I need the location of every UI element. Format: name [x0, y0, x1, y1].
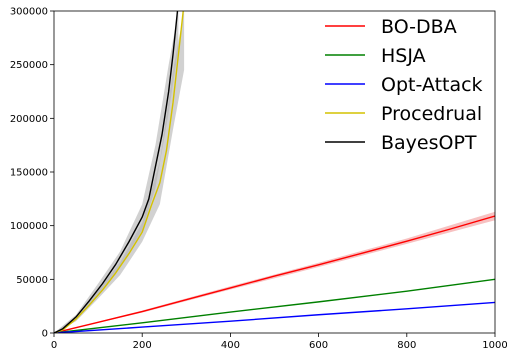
y-tick-label: 200000 [10, 114, 48, 125]
legend-label-opt-attack: Opt-Attack [381, 74, 483, 96]
band-procedrual [54, 11, 185, 333]
x-tick-label: 1000 [482, 340, 507, 349]
series-line-bo-dba [54, 215, 495, 333]
legend-label-procedrual: Procedrual [381, 103, 482, 125]
band-bayesopt [54, 11, 179, 333]
y-tick-label: 0 [42, 329, 48, 340]
y-tick-label: 300000 [10, 7, 48, 18]
y-tick-label: 100000 [10, 221, 48, 232]
plot-frame [53, 10, 496, 334]
series-line-hsja [54, 278, 495, 333]
legend-label-hsja: HSJA [381, 45, 426, 67]
confidence-bands [54, 11, 495, 333]
series-lines [54, 11, 495, 333]
legend: BO-DBA HSJA Opt-Attack Procedrual BayesOPT [325, 16, 483, 154]
series-line-opt-attack [54, 301, 495, 333]
legend-label-bo-dba: BO-DBA [381, 16, 457, 38]
x-tick-label: 200 [133, 340, 152, 349]
legend-label-bayesopt: BayesOPT [381, 132, 477, 154]
y-tick-label: 50000 [16, 275, 48, 286]
x-axis-ticks: 0 200 400 600 800 1000 [51, 333, 507, 349]
x-tick-label: 600 [309, 340, 328, 349]
y-tick-label: 150000 [10, 168, 48, 179]
x-tick-label: 0 [51, 340, 57, 349]
series-line-procedrual [54, 11, 184, 333]
x-tick-label: 800 [397, 340, 416, 349]
x-tick-label: 400 [221, 340, 240, 349]
series-line-bayesopt [54, 11, 179, 333]
y-tick-label: 250000 [10, 60, 48, 71]
y-axis-ticks: 0 50000 100000 150000 200000 250000 300000 [10, 7, 54, 340]
